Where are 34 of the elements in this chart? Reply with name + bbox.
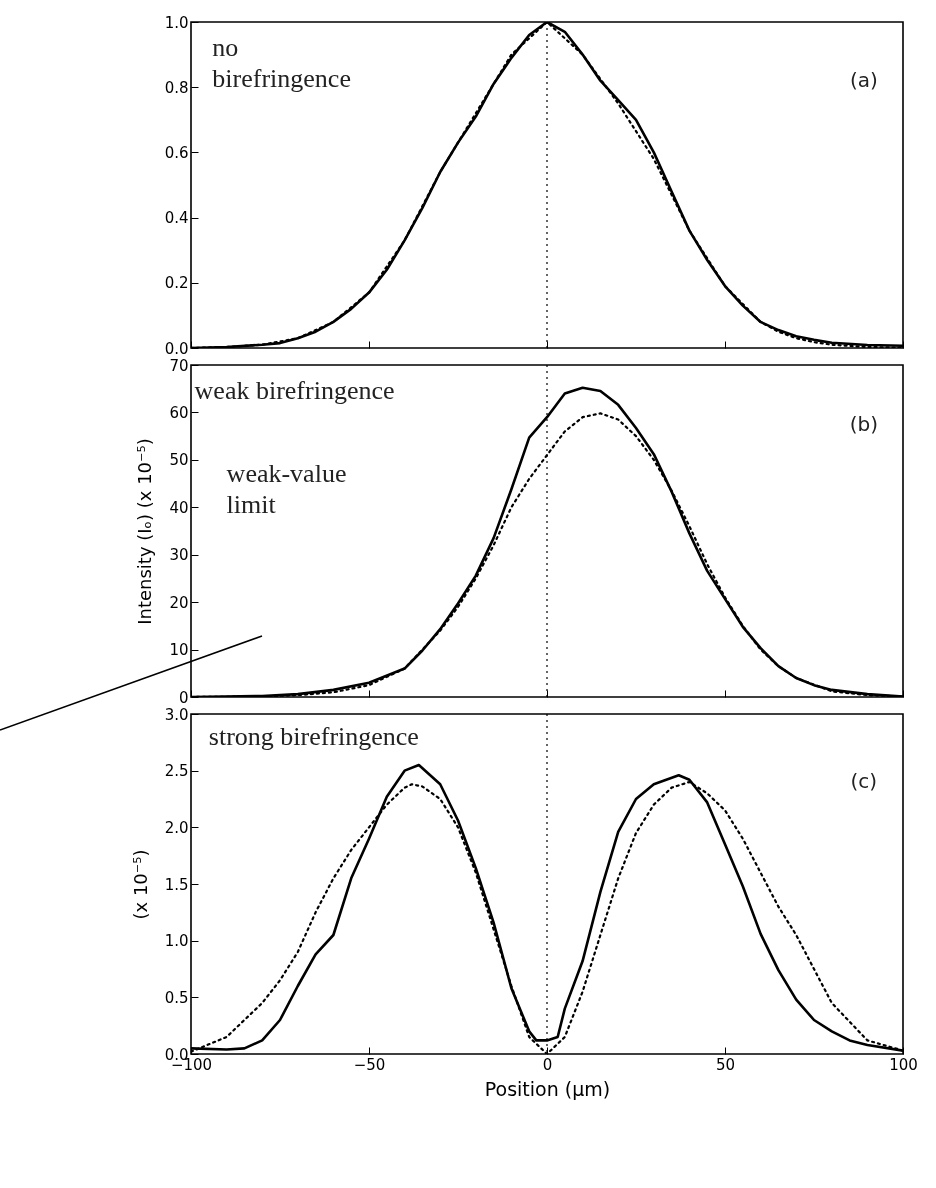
y-tick-label: 30 bbox=[169, 546, 189, 565]
x-tick-label: 50 bbox=[715, 1055, 736, 1074]
x-tick-label: 100 bbox=[889, 1055, 918, 1074]
y-tick-label: 10 bbox=[169, 641, 189, 660]
y-tick-label: 1.5 bbox=[164, 875, 189, 894]
y-tick-label: 0.0 bbox=[164, 339, 189, 358]
y-tick-label: 1.0 bbox=[164, 13, 189, 32]
y-tick-label: 2.5 bbox=[164, 762, 189, 781]
x-tick-label: −50 bbox=[353, 1055, 386, 1074]
y-tick-label: 3.0 bbox=[164, 705, 189, 724]
annotation: (a) bbox=[849, 67, 878, 92]
y-tick-label: 0.2 bbox=[164, 274, 189, 293]
y-axis-title: (x 10⁻⁵) bbox=[129, 849, 151, 920]
y-tick-label: 0.8 bbox=[164, 78, 189, 97]
y-tick-label: 70 bbox=[169, 356, 189, 375]
annotation: strong birefringence bbox=[208, 722, 419, 752]
y-tick-label: 0.5 bbox=[164, 988, 189, 1007]
annotation: no birefringence bbox=[212, 33, 351, 94]
y-tick-label: 0.6 bbox=[164, 143, 189, 162]
annotation: weak birefringence bbox=[194, 376, 395, 406]
y-tick-label: 20 bbox=[169, 593, 189, 612]
annotation: (c) bbox=[850, 768, 878, 793]
y-tick-label: 2.0 bbox=[164, 818, 189, 837]
y-tick-label: 0.4 bbox=[164, 209, 189, 228]
y-tick-label: 1.0 bbox=[164, 932, 189, 951]
y-tick-label: 40 bbox=[169, 498, 189, 517]
y-tick-label: 50 bbox=[169, 451, 189, 470]
x-axis-title: Position (μm) bbox=[484, 1077, 611, 1100]
y-axis-title: Intensity (Iₒ) (x 10⁻⁵) bbox=[134, 438, 156, 625]
annotation: weak-value limit bbox=[226, 459, 347, 520]
annotation: (b) bbox=[849, 411, 878, 436]
y-tick-label: 0 bbox=[178, 688, 189, 707]
x-tick-label: 0 bbox=[542, 1055, 553, 1074]
y-tick-label: 60 bbox=[169, 403, 189, 422]
